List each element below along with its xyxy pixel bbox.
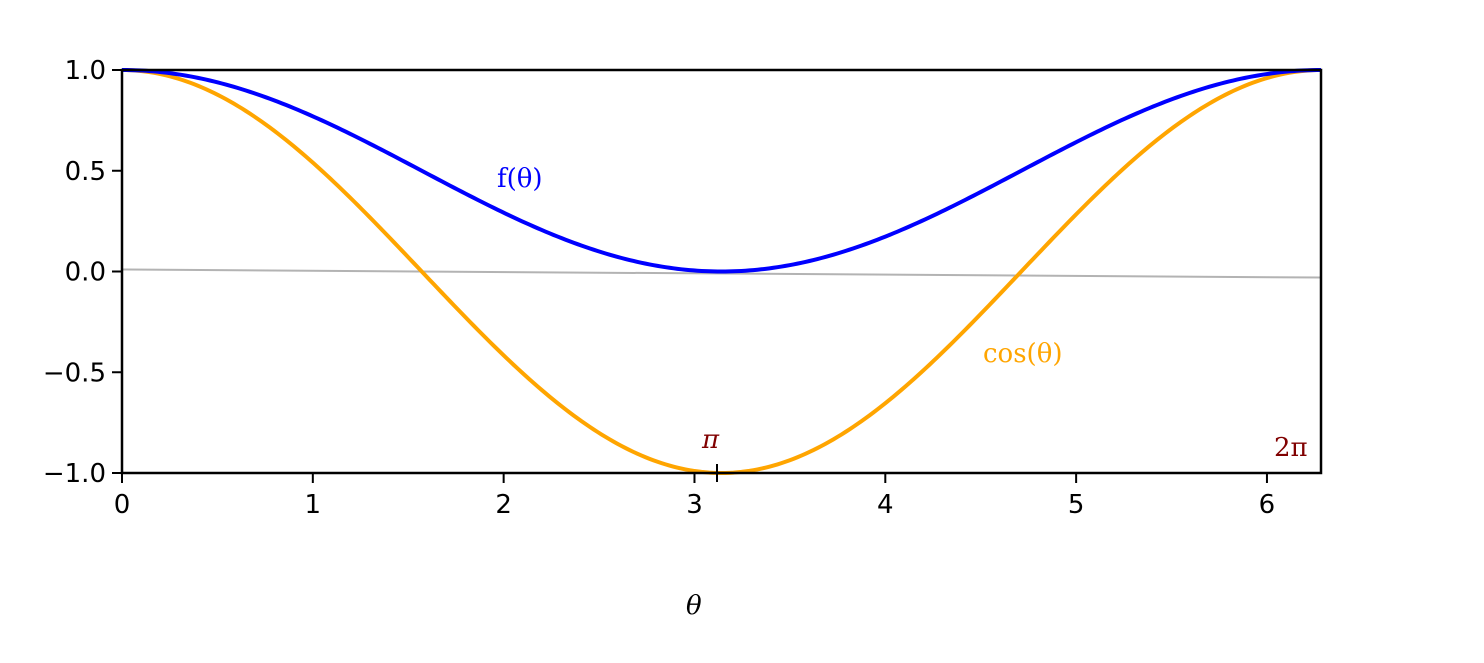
x-tick-label: 0 <box>114 490 131 520</box>
y-tick-label: 1.0 <box>65 56 106 86</box>
y-tick-label: −1.0 <box>43 459 106 489</box>
y-axis: 1.0 0.5 0.0 −0.5 −1.0 <box>43 56 122 489</box>
x-tick-label: 5 <box>1068 490 1085 520</box>
series-f-line <box>121 68 1322 274</box>
x-tick-label: 1 <box>305 490 322 520</box>
x-tick-label: 4 <box>877 490 894 520</box>
x-axis: 0 1 2 3 4 5 6 <box>114 473 1276 520</box>
annotation-2pi: 2π <box>1274 433 1308 463</box>
label-f: f(θ) <box>497 164 543 194</box>
y-tick-label: 0.0 <box>65 258 106 288</box>
y-tick-label: −0.5 <box>43 358 106 388</box>
plot-frame <box>120 68 1323 475</box>
y-tick-label: 0.5 <box>65 157 106 187</box>
label-cos: cos(θ) <box>983 339 1063 369</box>
x-tick-label: 2 <box>495 490 512 520</box>
x-tick-label: 3 <box>686 490 703 520</box>
reference-line <box>121 268 1322 279</box>
x-tick-label: 6 <box>1259 490 1276 520</box>
annotation-pi: π <box>701 425 720 455</box>
x-axis-label: θ <box>686 591 702 621</box>
